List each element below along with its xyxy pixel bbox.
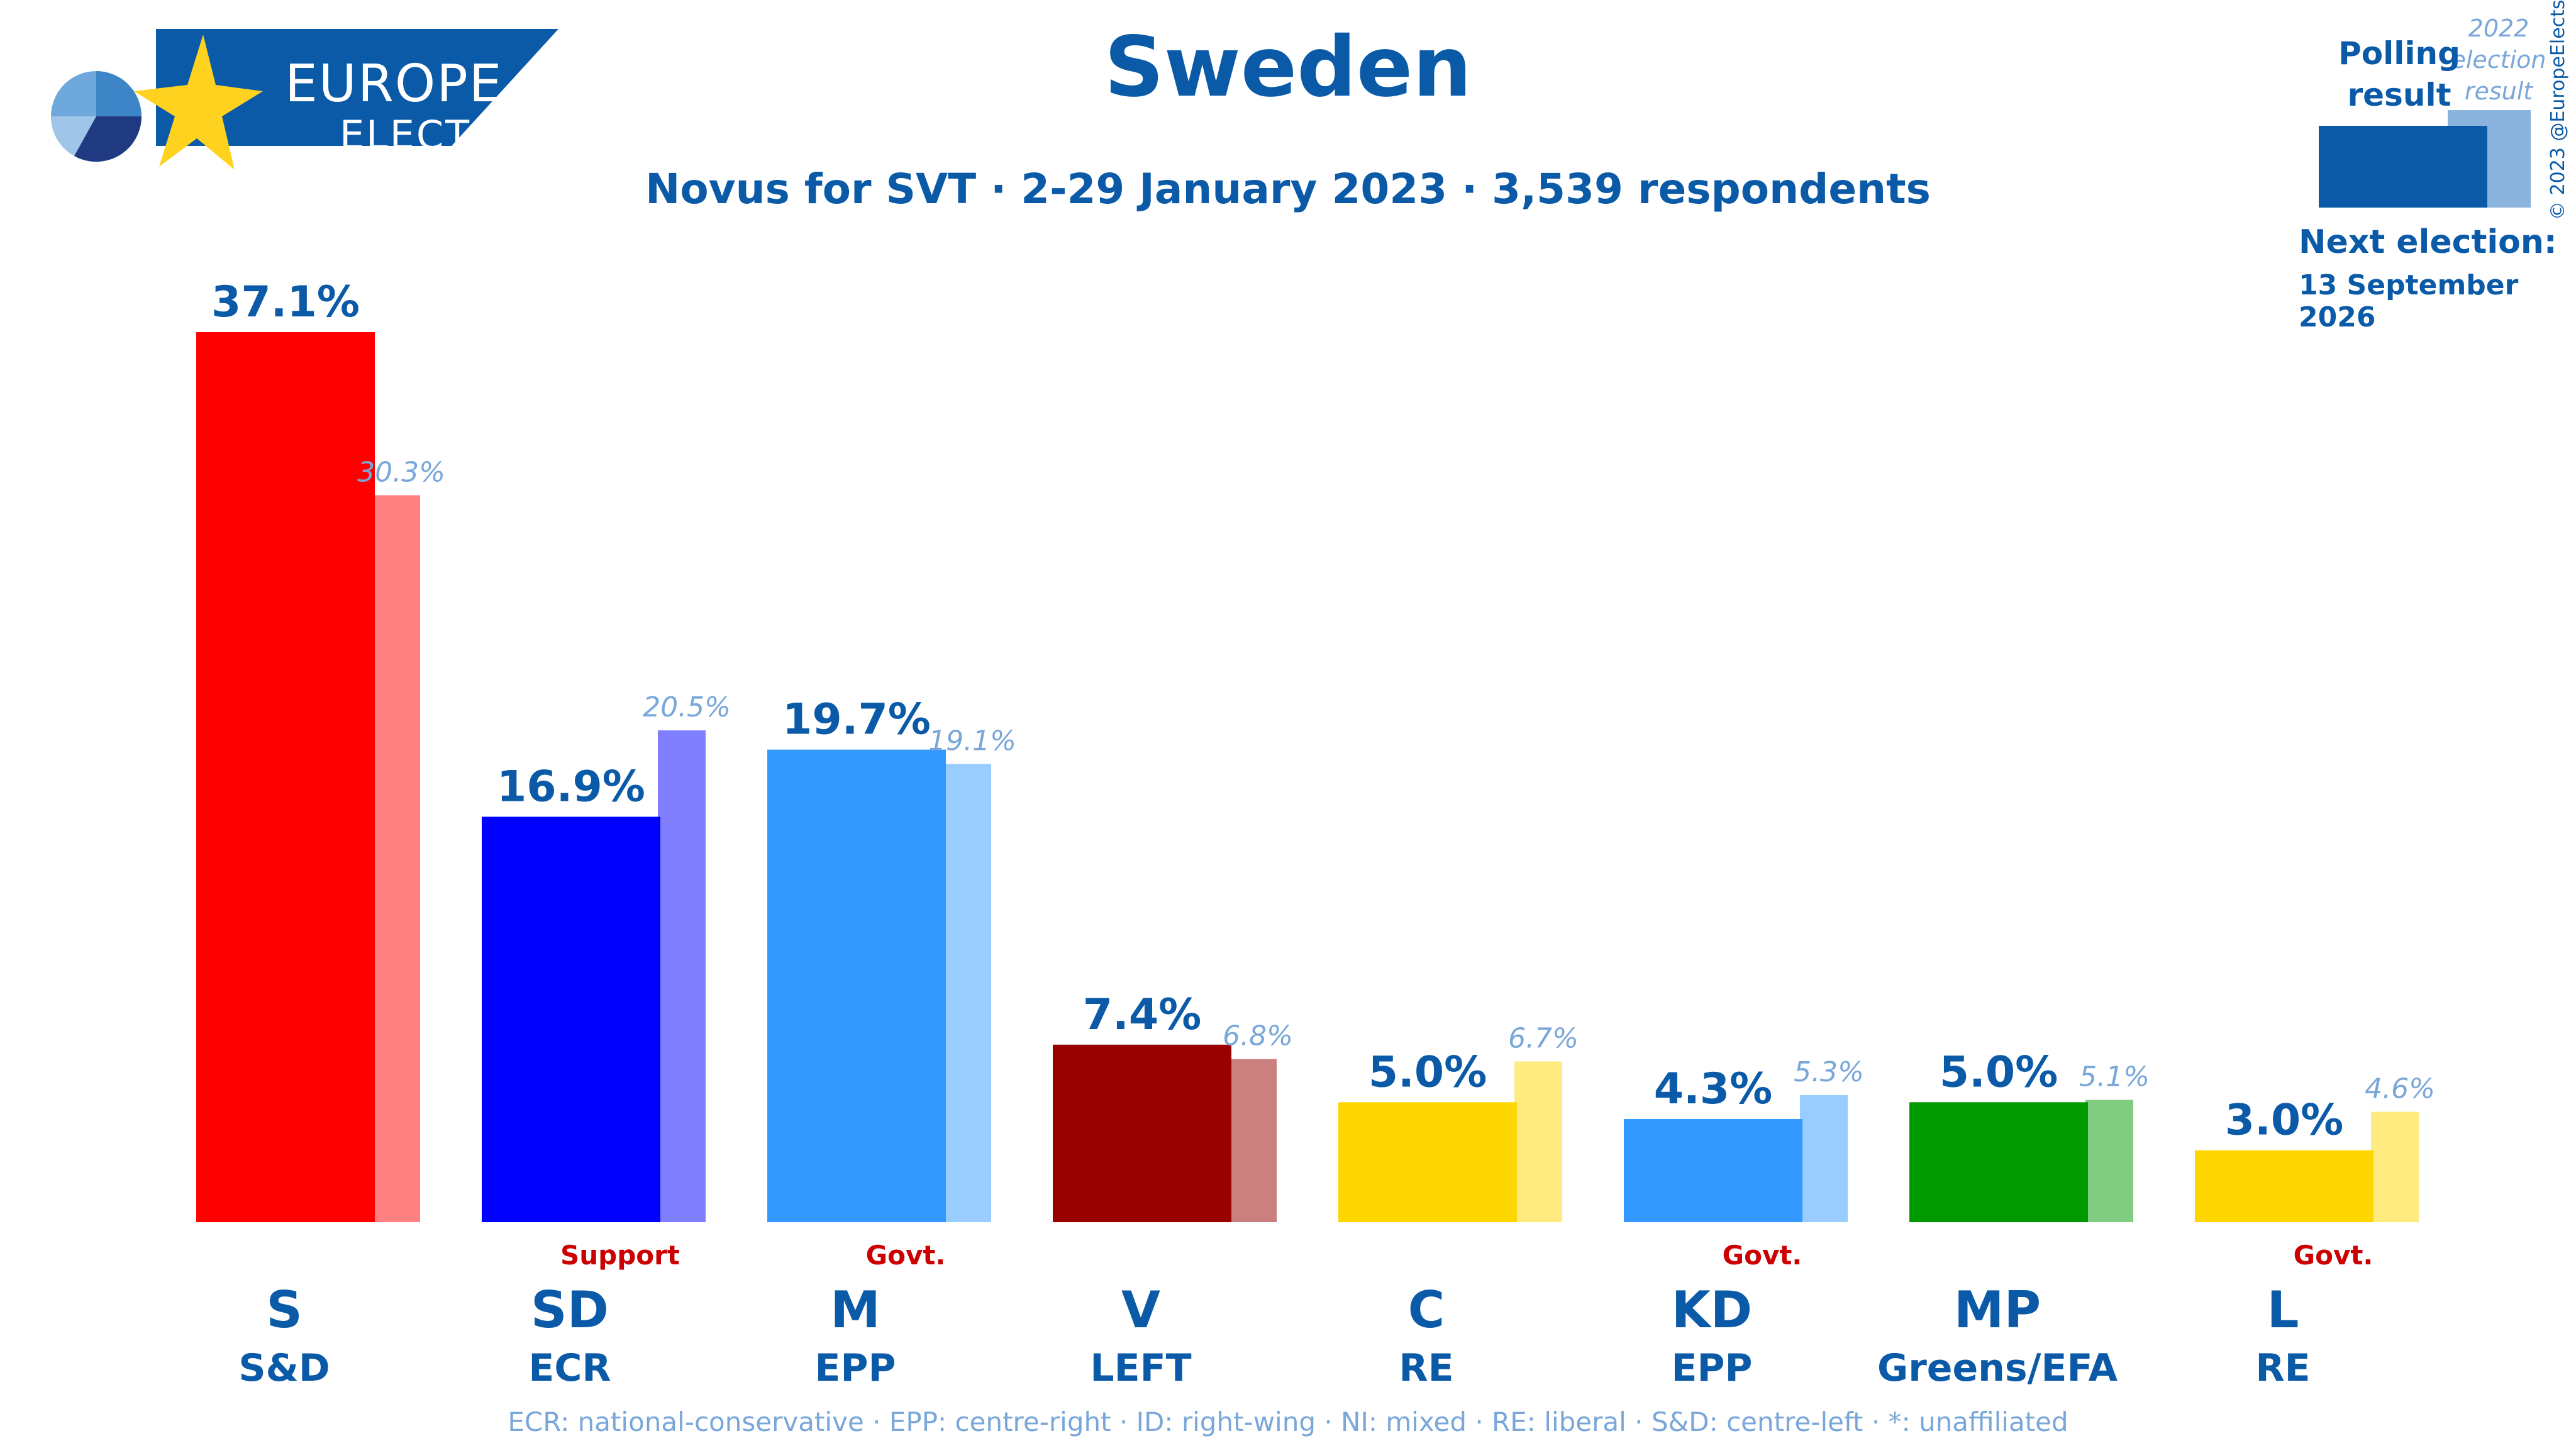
logo-star-icon: [134, 35, 263, 170]
party-group-label: S&D: [238, 1346, 330, 1390]
election-bar-kd: [1800, 1095, 1848, 1222]
logo-text-elects: ELECTS: [340, 112, 498, 158]
election-bar-m: [943, 764, 991, 1222]
election-value-label: 6.7%: [1508, 1022, 1579, 1054]
election-bar-s: [372, 495, 420, 1223]
poll-value-label: 37.1%: [211, 277, 360, 327]
poll-value-label: 4.3%: [1654, 1064, 1773, 1114]
role-label: Govt.: [866, 1240, 946, 1271]
poll-value-label: 7.4%: [1083, 990, 1202, 1040]
role-label: Govt.: [2294, 1240, 2373, 1271]
election-bar-sd: [658, 730, 706, 1222]
poll-value-label: 3.0%: [2225, 1096, 2344, 1145]
party-group-label: ECR: [528, 1346, 611, 1390]
party-group-label: EPP: [815, 1346, 896, 1390]
europe-elects-logo: EUROPE ELECTS: [49, 25, 584, 170]
poll-bar-s: [196, 332, 375, 1222]
party-group-label: EPP: [1672, 1346, 1753, 1390]
election-bar-mp: [2085, 1100, 2133, 1222]
logo-text-europe: EUROPE: [285, 54, 503, 114]
party-code-label: L: [2267, 1281, 2299, 1339]
next-election-label: Next election:: [2299, 223, 2557, 261]
poll-value-label: 5.0%: [1940, 1047, 2058, 1097]
role-label: Support: [560, 1240, 680, 1271]
election-value-label: 19.1%: [928, 725, 1016, 757]
party-code-label: V: [1121, 1281, 1160, 1339]
logo-banner: [156, 29, 558, 146]
election-bar-v: [1229, 1059, 1277, 1222]
party-code-label: C: [1408, 1281, 1445, 1339]
poll-value-label: 16.9%: [497, 762, 645, 811]
election-value-label: 5.1%: [2079, 1061, 2150, 1093]
legend-election-label: 2022 election result: [2451, 14, 2546, 105]
chart-subtitle: Novus for SVT · 2-29 January 2023 · 3,53…: [645, 165, 1931, 213]
legend: 2022 election result Polling result: [2277, 13, 2572, 327]
poll-bar-kd: [1624, 1118, 1802, 1222]
election-value-label: 5.3%: [1794, 1056, 1864, 1088]
poll-value-label: 19.7%: [782, 695, 931, 745]
party-group-label: LEFT: [1090, 1346, 1191, 1390]
role-label: Govt.: [1723, 1240, 1802, 1271]
election-bar-c: [1514, 1061, 1562, 1222]
next-election-date: 13 September 2026: [2299, 269, 2519, 333]
election-value-label: 30.3%: [357, 456, 445, 488]
party-code-label: M: [830, 1281, 880, 1339]
poll-bar-l: [2195, 1150, 2373, 1222]
chart-title: Sweden: [1104, 19, 1472, 116]
election-bar-l: [2371, 1112, 2419, 1222]
party-code-label: MP: [1954, 1281, 2041, 1339]
party-code-label: KD: [1672, 1281, 1752, 1339]
election-value-label: 4.6%: [2365, 1073, 2435, 1105]
poll-bar-m: [767, 749, 946, 1222]
party-group-label: Greens/EFA: [1877, 1346, 2118, 1390]
logo-pie-icon: [50, 71, 142, 162]
election-value-label: 6.8%: [1223, 1020, 1293, 1052]
legend-poll-swatch: [2319, 126, 2487, 208]
election-value-label: 20.5%: [643, 691, 731, 723]
poll-value-label: 5.0%: [1368, 1047, 1487, 1097]
footer-legend: ECR: national-conservative · EPP: centre…: [508, 1407, 2068, 1437]
party-code-label: SD: [531, 1281, 609, 1339]
poll-bar-c: [1338, 1102, 1517, 1222]
poll-bar-sd: [482, 816, 660, 1222]
party-code-label: S: [266, 1281, 303, 1339]
party-group-label: RE: [1399, 1346, 1453, 1390]
party-group-label: RE: [2255, 1346, 2310, 1390]
poll-bar-v: [1053, 1044, 1231, 1222]
poll-bar-mp: [1909, 1102, 2088, 1222]
legend-poll-label: Polling result: [2338, 35, 2460, 113]
